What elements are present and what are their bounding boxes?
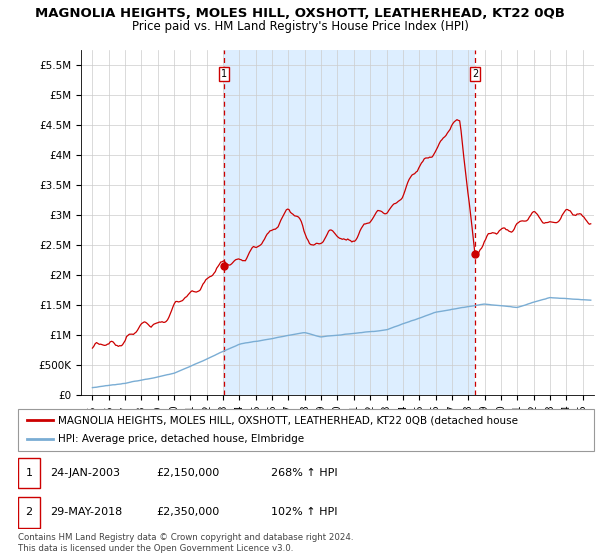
FancyBboxPatch shape (18, 458, 40, 488)
Text: 2: 2 (472, 69, 478, 80)
Text: MAGNOLIA HEIGHTS, MOLES HILL, OXSHOTT, LEATHERHEAD, KT22 0QB (detached house: MAGNOLIA HEIGHTS, MOLES HILL, OXSHOTT, L… (58, 415, 518, 425)
Text: £2,150,000: £2,150,000 (156, 468, 220, 478)
Text: Contains HM Land Registry data © Crown copyright and database right 2024.
This d: Contains HM Land Registry data © Crown c… (18, 533, 353, 553)
Text: 102% ↑ HPI: 102% ↑ HPI (271, 507, 338, 517)
Text: 268% ↑ HPI: 268% ↑ HPI (271, 468, 338, 478)
FancyBboxPatch shape (18, 409, 594, 451)
Text: 29-MAY-2018: 29-MAY-2018 (50, 507, 122, 517)
Text: 1: 1 (25, 468, 32, 478)
Text: 24-JAN-2003: 24-JAN-2003 (50, 468, 119, 478)
FancyBboxPatch shape (18, 497, 40, 528)
Text: 1: 1 (221, 69, 227, 80)
Text: £2,350,000: £2,350,000 (156, 507, 220, 517)
Text: MAGNOLIA HEIGHTS, MOLES HILL, OXSHOTT, LEATHERHEAD, KT22 0QB: MAGNOLIA HEIGHTS, MOLES HILL, OXSHOTT, L… (35, 7, 565, 20)
Bar (224, 50, 475, 395)
Text: HPI: Average price, detached house, Elmbridge: HPI: Average price, detached house, Elmb… (58, 435, 304, 445)
Text: Price paid vs. HM Land Registry's House Price Index (HPI): Price paid vs. HM Land Registry's House … (131, 20, 469, 32)
Text: 2: 2 (25, 507, 32, 517)
